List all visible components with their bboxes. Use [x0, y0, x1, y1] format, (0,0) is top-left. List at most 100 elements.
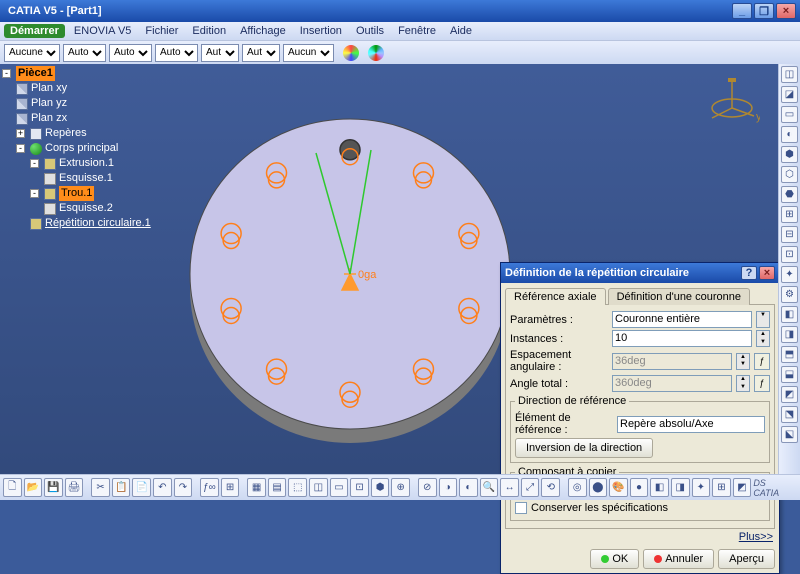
menu-insert[interactable]: Insertion — [295, 25, 347, 37]
palette-icon[interactable] — [343, 45, 359, 61]
spec-tree[interactable]: -Pièce1 Plan xy Plan yz Plan zx +Repères… — [2, 64, 162, 231]
opt-select-3[interactable]: Auto — [155, 44, 198, 62]
tab-axial-ref[interactable]: Référence axiale — [505, 288, 606, 305]
bottom-tool-1[interactable]: 📂 — [24, 478, 43, 497]
compass-gizmo[interactable]: y — [704, 74, 760, 130]
opt-select-0[interactable]: Aucune — [4, 44, 60, 62]
opt-select-5[interactable]: Aut — [242, 44, 280, 62]
expand-icon[interactable]: - — [30, 189, 39, 198]
palette-icon-2[interactable] — [368, 45, 384, 61]
param-select[interactable]: Couronne entière — [612, 311, 752, 328]
right-tool-9[interactable]: ⊡ — [781, 246, 798, 263]
reverse-direction-button[interactable]: Inversion de la direction — [515, 438, 653, 458]
bottom-tool-2[interactable]: 💾 — [44, 478, 63, 497]
bottom-tool-26[interactable]: ◎ — [568, 478, 587, 497]
tree-pattern[interactable]: Répétition circulaire.1 — [45, 216, 151, 231]
preview-button[interactable]: Aperçu — [718, 549, 775, 569]
expand-icon[interactable]: - — [2, 69, 11, 78]
menu-tools[interactable]: Outils — [351, 25, 389, 37]
bottom-tool-14[interactable]: ◫ — [309, 478, 328, 497]
opt-select-6[interactable]: Aucun — [283, 44, 334, 62]
right-tool-15[interactable]: ⬓ — [781, 366, 798, 383]
right-tool-16[interactable]: ◩ — [781, 386, 798, 403]
right-tool-0[interactable]: ◫ — [781, 66, 798, 83]
bottom-tool-29[interactable]: ● — [630, 478, 649, 497]
bottom-tool-19[interactable]: ⊘ — [418, 478, 437, 497]
bottom-tool-16[interactable]: ⊡ — [350, 478, 369, 497]
tree-plane-xy[interactable]: Plan xy — [31, 81, 67, 96]
bottom-tool-8[interactable]: ↷ — [174, 478, 193, 497]
right-tool-2[interactable]: ▭ — [781, 106, 798, 123]
bottom-tool-5[interactable]: 📋 — [112, 478, 131, 497]
right-tool-14[interactable]: ⬒ — [781, 346, 798, 363]
tree-axes[interactable]: Repères — [45, 126, 87, 141]
right-tool-8[interactable]: ⊟ — [781, 226, 798, 243]
expand-icon[interactable]: - — [16, 144, 25, 153]
tree-plane-zx[interactable]: Plan zx — [31, 111, 67, 126]
bottom-tool-25[interactable]: ⟲ — [541, 478, 560, 497]
opt-select-4[interactable]: Aut — [201, 44, 239, 62]
param-dropdown-icon[interactable]: ▼ — [756, 311, 770, 328]
tree-sketch2[interactable]: Esquisse.2 — [59, 201, 113, 216]
bottom-tool-31[interactable]: ◨ — [671, 478, 690, 497]
bottom-tool-17[interactable]: ⬢ — [371, 478, 390, 497]
right-tool-18[interactable]: ⬕ — [781, 426, 798, 443]
dialog-close-button[interactable]: × — [759, 266, 775, 280]
expand-icon[interactable]: + — [16, 129, 25, 138]
bottom-tool-34[interactable]: ◩ — [733, 478, 752, 497]
right-tool-17[interactable]: ⬔ — [781, 406, 798, 423]
tree-sketch1[interactable]: Esquisse.1 — [59, 171, 113, 186]
bottom-tool-11[interactable]: ▦ — [247, 478, 266, 497]
tab-crown[interactable]: Définition d'une couronne — [608, 288, 750, 305]
keep-spec-checkbox[interactable] — [515, 502, 527, 514]
bottom-tool-7[interactable]: ↶ — [153, 478, 172, 497]
tree-root[interactable]: Pièce1 — [16, 66, 55, 81]
bottom-tool-12[interactable]: ▤ — [268, 478, 287, 497]
bottom-tool-0[interactable]: 🗋 — [3, 478, 22, 497]
tree-body[interactable]: Corps principal — [45, 141, 118, 156]
spacing-formula-icon[interactable]: ƒ — [754, 353, 770, 370]
bottom-tool-21[interactable]: ◐ — [459, 478, 478, 497]
bottom-tool-24[interactable]: ⤢ — [521, 478, 540, 497]
more-link[interactable]: Plus>> — [501, 529, 779, 545]
right-tool-4[interactable]: ⬢ — [781, 146, 798, 163]
right-tool-3[interactable]: ◐ — [781, 126, 798, 143]
dialog-titlebar[interactable]: Définition de la répétition circulaire ?… — [501, 263, 779, 283]
ok-button[interactable]: OK — [590, 549, 639, 569]
bottom-tool-9[interactable]: ƒ∞ — [200, 478, 219, 497]
dialog-help-button[interactable]: ? — [741, 266, 757, 280]
right-tool-6[interactable]: ⬣ — [781, 186, 798, 203]
bottom-tool-22[interactable]: 🔍 — [480, 478, 499, 497]
right-tool-10[interactable]: ✦ — [781, 266, 798, 283]
instances-spinner[interactable]: ▲▼ — [756, 330, 770, 347]
close-button[interactable]: × — [776, 3, 796, 19]
bottom-tool-3[interactable]: 🖨 — [65, 478, 84, 497]
bottom-tool-13[interactable]: ⬚ — [288, 478, 307, 497]
bottom-tool-23[interactable]: ↔ — [500, 478, 519, 497]
opt-select-1[interactable]: Auto — [63, 44, 106, 62]
bottom-tool-27[interactable]: ⬤ — [589, 478, 608, 497]
bottom-tool-10[interactable]: ⊞ — [221, 478, 240, 497]
bottom-tool-28[interactable]: 🎨 — [609, 478, 628, 497]
expand-icon[interactable]: - — [30, 159, 39, 168]
tree-hole[interactable]: Trou.1 — [59, 186, 94, 201]
instances-field[interactable]: 10 — [612, 330, 752, 347]
right-tool-13[interactable]: ◨ — [781, 326, 798, 343]
minimize-button[interactable]: _ — [732, 3, 752, 19]
start-menu[interactable]: Démarrer — [4, 24, 65, 38]
menu-enovia[interactable]: ENOVIA V5 — [69, 25, 136, 37]
bottom-tool-18[interactable]: ⊕ — [391, 478, 410, 497]
tree-plane-yz[interactable]: Plan yz — [31, 96, 67, 111]
right-tool-1[interactable]: ◪ — [781, 86, 798, 103]
bottom-tool-33[interactable]: ⊞ — [712, 478, 731, 497]
menu-window[interactable]: Fenêtre — [393, 25, 441, 37]
right-tool-11[interactable]: ⚙ — [781, 286, 798, 303]
tree-pad[interactable]: Extrusion.1 — [59, 156, 114, 171]
bottom-tool-4[interactable]: ✂ — [91, 478, 110, 497]
menu-edit[interactable]: Edition — [187, 25, 231, 37]
right-tool-12[interactable]: ◧ — [781, 306, 798, 323]
right-tool-7[interactable]: ⊞ — [781, 206, 798, 223]
menu-help[interactable]: Aide — [445, 25, 477, 37]
cancel-button[interactable]: Annuler — [643, 549, 714, 569]
angle-formula-icon[interactable]: ƒ — [754, 375, 770, 392]
